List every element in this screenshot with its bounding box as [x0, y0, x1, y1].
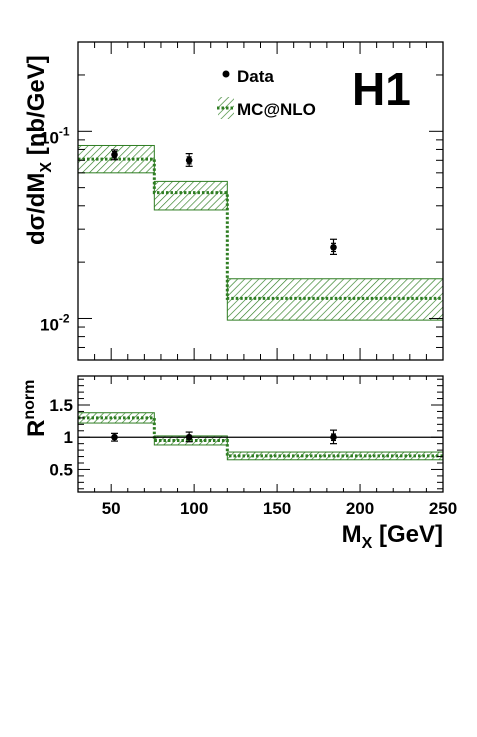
data-point-0: [111, 149, 118, 161]
mc-band-layer: [77, 144, 444, 321]
ratio-y-tick-label-1.5: 1.5: [49, 396, 73, 415]
x-tick-label-50: 50: [102, 499, 121, 518]
ratio-panel: 1.5 1 0.5 Rnorm 50 100 150 200 250 MX [GeV]: [21, 375, 457, 552]
ratio-data-marker-0: [111, 433, 118, 441]
ratio-data-marker-1: [185, 433, 193, 441]
x-tick-label-150: 150: [263, 499, 291, 518]
ratio-mc-central-line: [78, 416, 443, 458]
x-axis-title: MX [GeV]: [342, 521, 443, 552]
bottom-plot-frame: [77, 375, 444, 493]
ratio-data-point-0: [111, 432, 118, 442]
data-marker-0: [111, 151, 118, 158]
legend-mc-label: MC@NLO: [237, 100, 316, 119]
ratio-data-marker-2: [330, 433, 337, 441]
legend-data-marker: [222, 70, 230, 78]
y-tick-label-0.1: 10-1: [40, 124, 70, 147]
ratio-data-points-layer: [111, 429, 337, 445]
top-plot-frame: [77, 41, 444, 361]
y-tick-label-0.01: 10-2: [40, 311, 70, 334]
data-point-2: [330, 238, 337, 255]
cross-section-panel: 10-1 10-2 dσ/dMX [nb/GeV] Data MC@NLO H1: [23, 41, 444, 361]
y-axis-title: dσ/dMX [nb/GeV]: [23, 55, 55, 245]
mc-central-line: [78, 157, 443, 300]
ratio-y-tick-label-1: 1: [64, 428, 73, 447]
ratio-mc-band-layer: [77, 412, 444, 461]
ratio-y-tick-label-0.5: 0.5: [49, 460, 73, 479]
ratio-data-point-1: [185, 431, 193, 443]
data-point-1: [185, 153, 193, 167]
data-marker-2: [330, 244, 337, 251]
mc-band-bin-1: [153, 180, 228, 211]
ratio-data-point-2: [330, 429, 337, 445]
ratio-y-axis-title: Rnorm: [21, 380, 50, 437]
x-tick-label-100: 100: [180, 499, 208, 518]
h1-logo: H1: [352, 63, 411, 115]
x-tick-labels: 50 100 150 200 250: [102, 499, 457, 518]
legend: Data MC@NLO: [217, 67, 316, 119]
legend-data-label: Data: [237, 67, 274, 86]
data-points-layer: [111, 149, 337, 255]
bottom-axis-ticks: [77, 376, 444, 492]
x-tick-label-250: 250: [429, 499, 457, 518]
x-tick-label-200: 200: [346, 499, 374, 518]
data-marker-1: [185, 156, 193, 164]
